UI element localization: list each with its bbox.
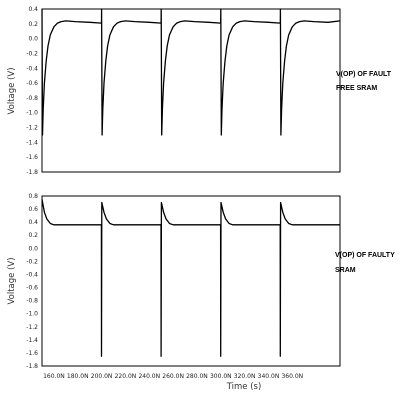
- x-tick-label: 280.0N: [186, 373, 208, 380]
- y-tick-label: 0.0: [28, 36, 38, 43]
- y-tick-label: -0.8: [26, 95, 38, 102]
- x-tick-label: 240.0N: [138, 373, 160, 380]
- y-tick-label: -0.8: [26, 298, 38, 305]
- y-tick-label: -1.6: [26, 350, 38, 357]
- y-axis-label: Voltage (V): [7, 257, 17, 304]
- x-axis-label: Time (s): [226, 382, 262, 392]
- y-tick-label: -1.0: [26, 110, 38, 117]
- fault-free-panel: Voltage (V) 0.4 0.2 0.0 -0.2 -0.4 -0.6 -0.8 -1.…: [7, 6, 392, 176]
- y-tick-label: -0.2: [26, 258, 38, 265]
- y-tick-label: -1.4: [26, 139, 38, 146]
- annotation-line-1: V(OP) OF FAULT: [336, 71, 392, 78]
- series-group: [41, 199, 340, 357]
- plot-area-frame: [41, 195, 341, 367]
- x-tick-label: 260.0N: [162, 373, 184, 380]
- plot-area-frame: [41, 8, 341, 173]
- y-tick-label: -1.4: [26, 337, 38, 344]
- series-line: [41, 8, 341, 136]
- x-tick-label: 340.0N: [258, 373, 280, 380]
- y-tick-labels: 0.4 0.2 0.0 -0.2 -0.4 -0.6 -0.8 -1.0 -1.2 -1.4 -1.…: [26, 6, 38, 176]
- y-tick-label: 0.6: [28, 206, 38, 213]
- x-tick-label: 180.0N: [67, 373, 89, 380]
- series-group: [41, 8, 341, 136]
- series-line: [41, 199, 340, 357]
- y-tick-label: -0.4: [26, 271, 38, 278]
- y-tick-label: -1.2: [26, 125, 38, 132]
- y-tick-labels: 0.8 0.6 0.4 0.2 0.0 -0.2 -0.4 -0.6 -0.8 -1.0 -1.2 -…: [26, 193, 38, 370]
- y-tick-label: 0.4: [28, 6, 38, 13]
- y-tick-label: 0.4: [28, 219, 38, 226]
- y-tick-label: -1.0: [26, 311, 38, 318]
- y-tick-label: 0.2: [28, 232, 38, 239]
- y-tick-label: -1.8: [26, 169, 38, 176]
- y-axis-label: Voltage (V): [7, 67, 17, 114]
- x-tick-label: 360.0N: [281, 373, 303, 380]
- x-tick-labels: 160.0N 180.0N 200.0N 220.0N 240.0N 260.0N 280.…: [43, 373, 303, 380]
- y-tick-label: 0.8: [28, 193, 38, 200]
- y-tick-label: -1.6: [26, 154, 38, 161]
- y-tick-label: 0.2: [28, 21, 38, 28]
- y-tick-label: -0.6: [26, 285, 38, 292]
- annotation-line-2: SRAM: [335, 267, 356, 274]
- y-tick-label: -0.4: [26, 65, 38, 72]
- y-tick-label: 0.0: [28, 245, 38, 252]
- x-tick-label: 320.0N: [234, 373, 256, 380]
- y-tick-label: -1.8: [26, 363, 38, 370]
- annotation-line-2: FREE SRAM: [336, 85, 377, 92]
- faulty-panel: Voltage (V) 0.8 0.6 0.4 0.2 0.0 -0.2 -0.4 -0.6 -…: [7, 193, 395, 392]
- annotation-line-1: V(OP) OF FAULTY: [335, 252, 395, 259]
- x-tick-label: 160.0N: [43, 373, 65, 380]
- x-tick-label: 220.0N: [115, 373, 137, 380]
- x-tick-label: 300.0N: [210, 373, 232, 380]
- y-tick-label: -1.2: [26, 324, 38, 331]
- y-tick-label: -0.6: [26, 80, 38, 87]
- x-tick-label: 200.0N: [91, 373, 113, 380]
- y-tick-label: -0.2: [26, 50, 38, 57]
